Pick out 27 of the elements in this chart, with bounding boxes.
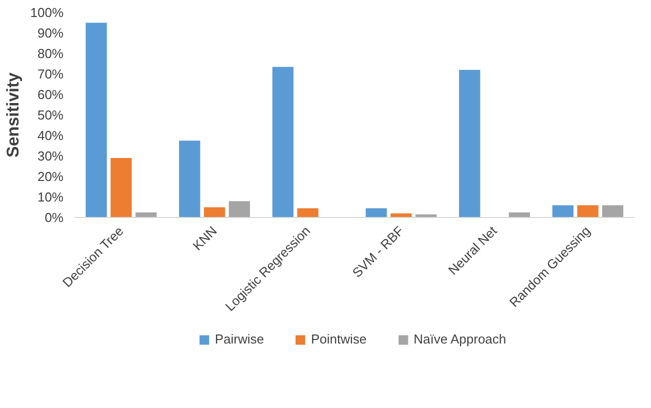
y-tick-label: 30% [37,148,64,164]
legend-label: Naïve Approach [414,332,506,346]
y-tick-label: 20% [37,169,64,184]
bar [577,205,598,218]
bar [459,70,480,218]
y-tick-label: 70% [37,66,64,82]
bar [86,22,107,218]
y-tick-label: 0% [44,210,64,225]
legend-label: Pairwise [214,332,264,346]
bar [552,205,574,218]
bar [179,140,200,218]
bar [366,208,387,218]
bar [110,158,132,218]
bar [602,205,624,218]
bar [228,201,250,218]
y-tick-label: 80% [37,46,64,61]
y-axis-title: Sensitivity [3,72,22,158]
bar [297,208,318,218]
y-tick-label: 40% [37,128,64,143]
y-tick-label: 50% [37,108,64,122]
legend-label: Pointwise [310,332,367,346]
y-tick-label: 10% [37,190,64,204]
bar [204,207,226,218]
bar [272,66,294,218]
y-tick-label: 100% [30,5,64,20]
y-tick-label: 60% [37,87,64,102]
y-tick-label: 90% [37,26,64,40]
